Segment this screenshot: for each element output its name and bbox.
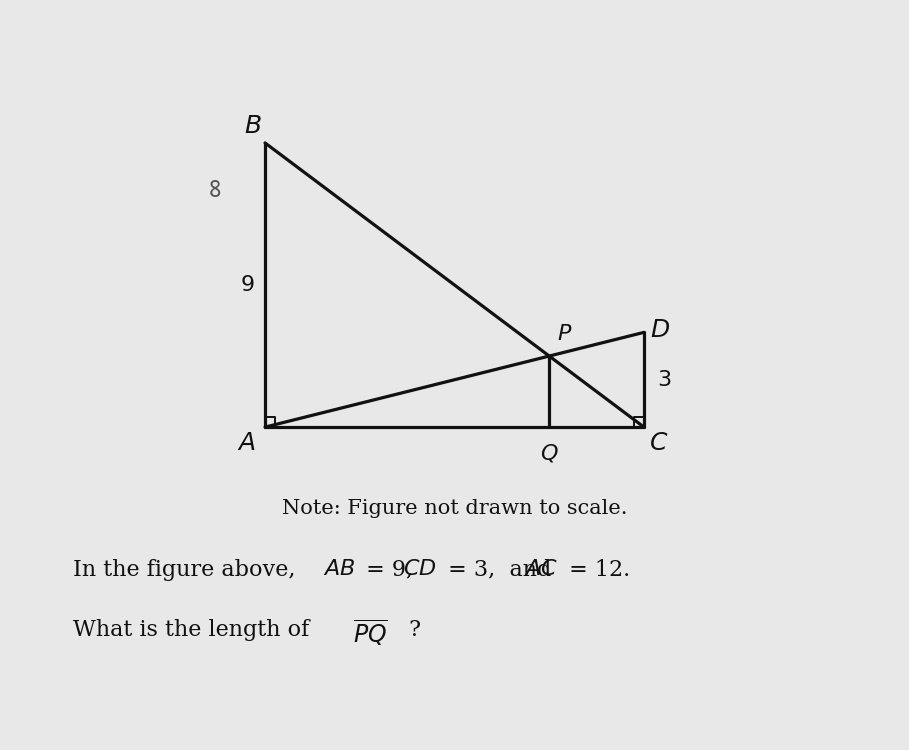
Text: $A$: $A$ [237, 432, 255, 454]
Text: In the figure above,: In the figure above, [73, 559, 303, 580]
Text: $AB$: $AB$ [323, 559, 355, 579]
Text: $B$: $B$ [245, 116, 262, 138]
Text: $CD$: $CD$ [403, 559, 436, 579]
Text: $\mathcal{8}$: $\mathcal{8}$ [208, 178, 221, 203]
Text: $Q$: $Q$ [540, 443, 558, 465]
Text: = 9,: = 9, [359, 559, 420, 580]
Text: $\overline{PQ}$: $\overline{PQ}$ [353, 619, 387, 649]
Text: What is the length of: What is the length of [73, 619, 316, 640]
Text: $C$: $C$ [649, 432, 668, 454]
Text: = 3,  and: = 3, and [441, 559, 558, 580]
Text: = 12.: = 12. [562, 559, 630, 580]
Text: $3$: $3$ [657, 369, 672, 391]
Text: $9$: $9$ [240, 274, 255, 296]
Text: $D$: $D$ [650, 320, 670, 342]
Text: ?: ? [402, 619, 421, 640]
Text: $AC$: $AC$ [524, 559, 558, 579]
Text: Note: Figure not drawn to scale.: Note: Figure not drawn to scale. [282, 499, 627, 517]
Text: $P$: $P$ [557, 323, 573, 345]
